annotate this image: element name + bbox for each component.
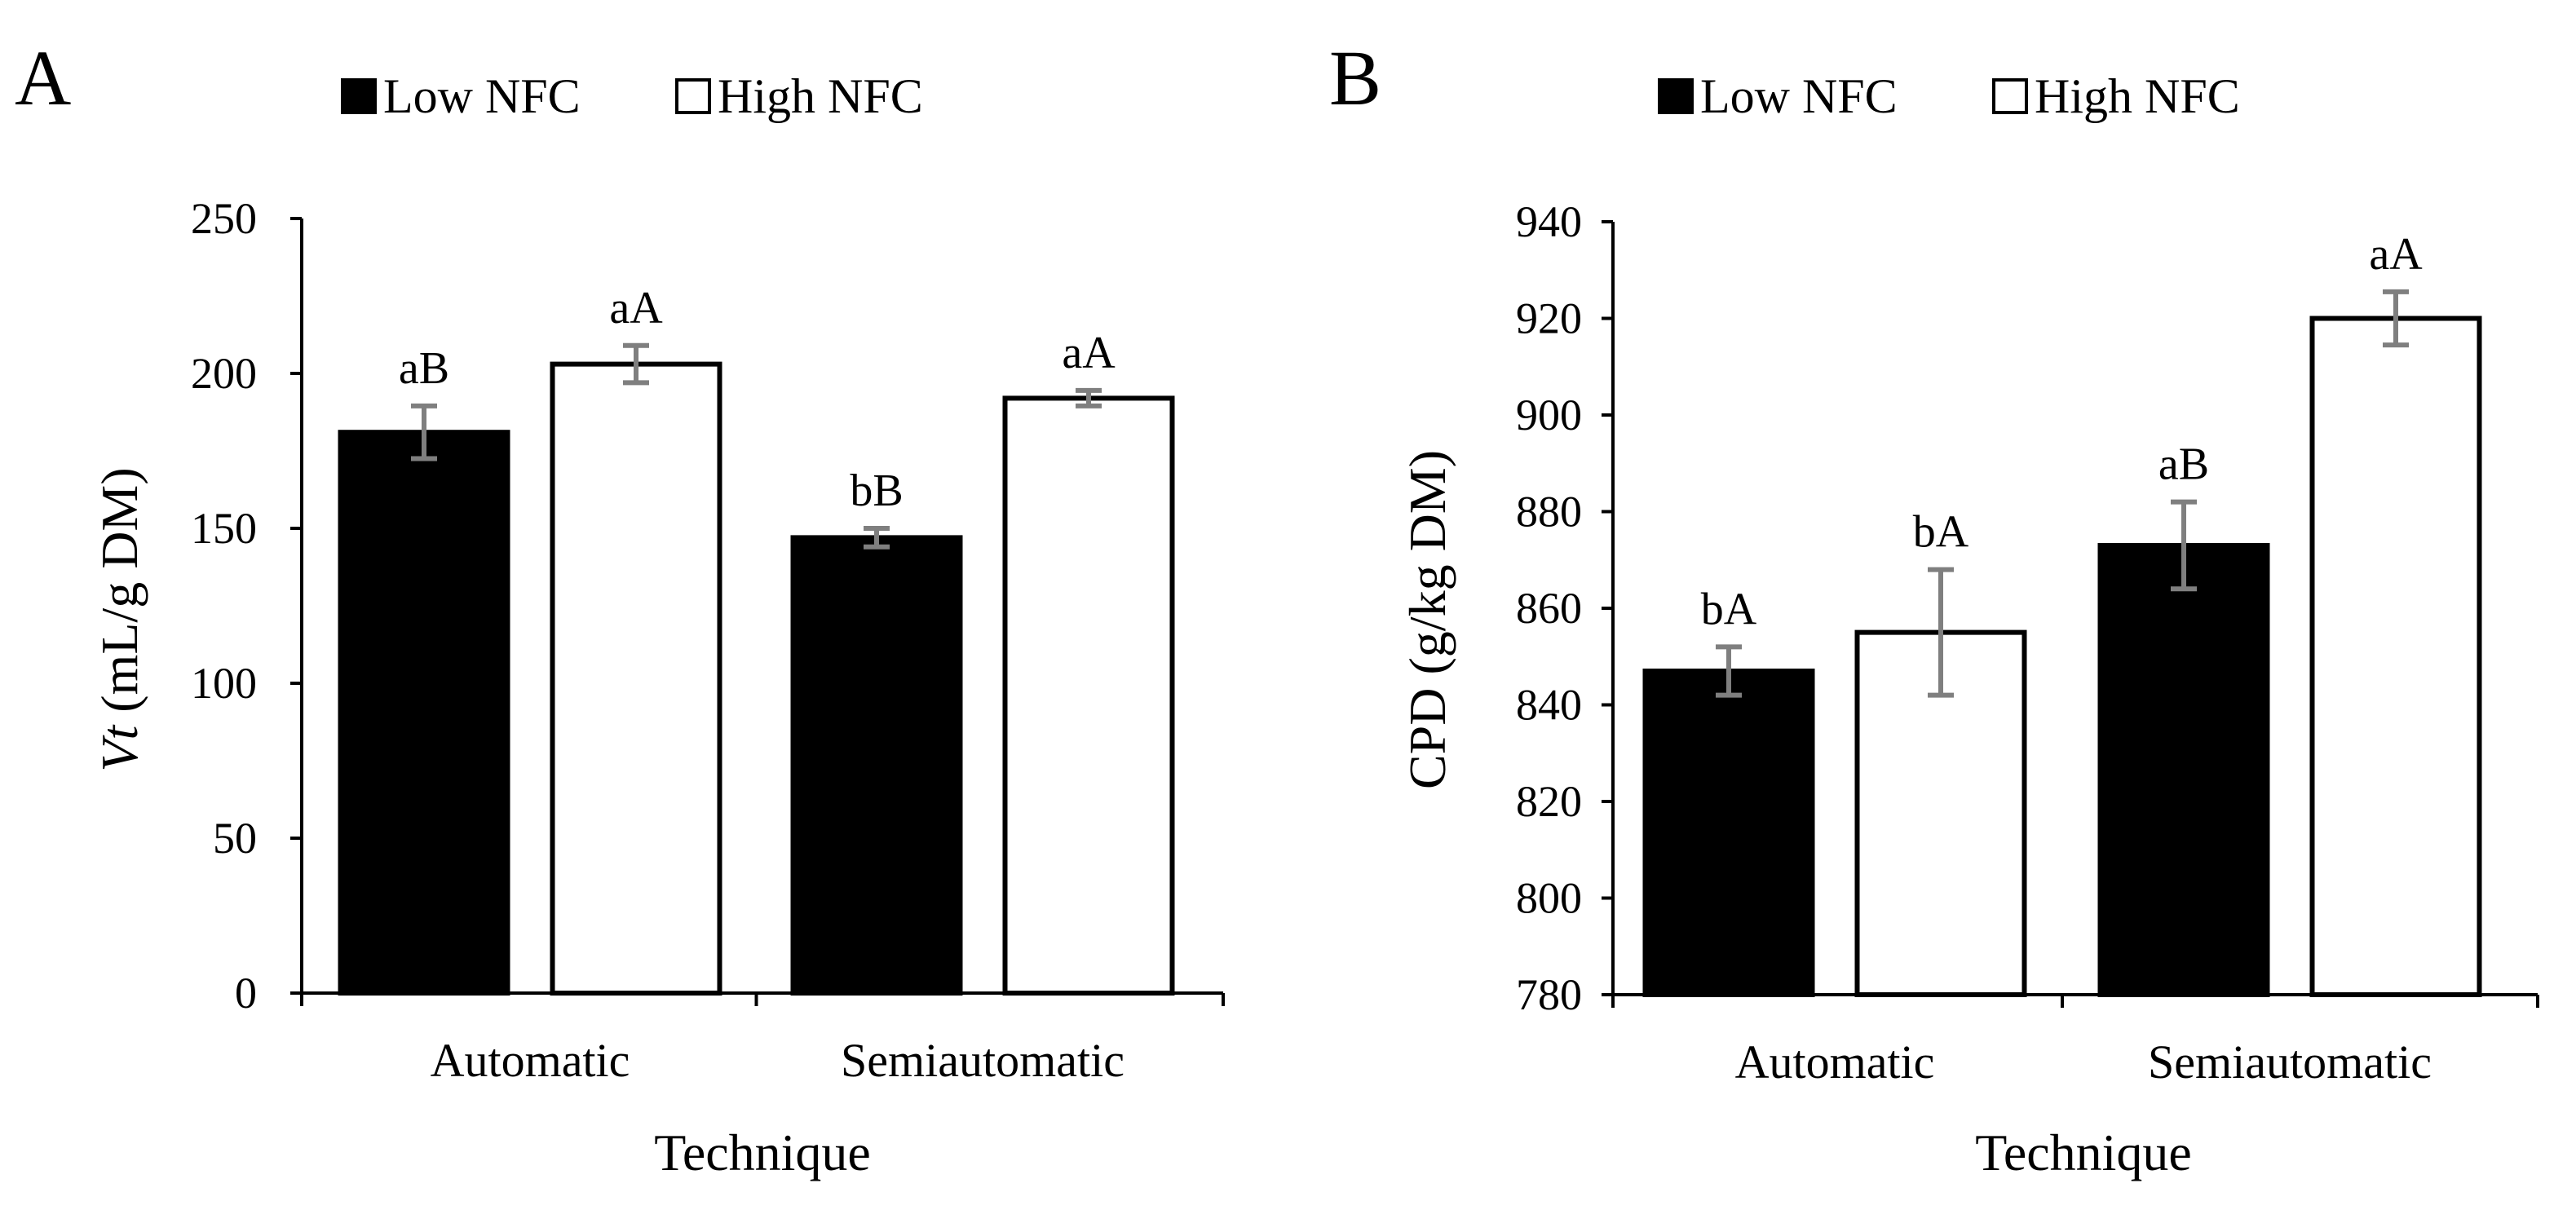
chart-panel-b: B Low NFC High NFC 780 800 820 840 860 880 900… xyxy=(1329,34,2539,1181)
legend-label-low-nfc-b: Low NFC xyxy=(1700,69,1898,123)
bar-b-high-nfc-semiautomatic xyxy=(2309,316,2482,997)
bar-a-low-nfc-automatic xyxy=(338,430,510,996)
significance-label-b-1-0: bA xyxy=(1913,507,1969,558)
legend-swatch-high-nfc-b xyxy=(1992,78,2028,114)
significance-label-a-0-1: bB xyxy=(850,466,903,516)
chart-panel-a: A Low NFC High NFC 0 50 100 150 200 250 Automa… xyxy=(15,34,1225,1181)
y-tick-label-b-800: 800 xyxy=(1516,874,1582,923)
x-axis-label-b: Technique xyxy=(1975,1124,2192,1181)
significance-label-b-1-1: aA xyxy=(2369,229,2423,280)
legend-swatch-low-nfc-a xyxy=(341,78,377,114)
y-tick-label-b-840: 840 xyxy=(1516,681,1582,730)
x-axis-label-a: Technique xyxy=(654,1124,871,1181)
panel-letter-b: B xyxy=(1329,34,1381,121)
y-axis-label-a: Vt (mL/g DM) xyxy=(91,467,148,771)
bar-a-high-nfc-semiautomatic xyxy=(1002,395,1175,996)
bar-b-low-nfc-automatic xyxy=(1642,669,1815,998)
legend-label-low-nfc-a: Low NFC xyxy=(383,69,581,123)
y-tick-label-a-0: 0 xyxy=(235,969,257,1018)
y-axis-label-b: CPD (g/kg DM) xyxy=(1398,450,1456,789)
significance-label-a-0-0: aB xyxy=(399,343,449,394)
x-category-label-b-1: Semiautomatic xyxy=(2148,1035,2432,1088)
y-tick-label-a-250: 250 xyxy=(191,194,257,243)
legend-swatch-low-nfc-b xyxy=(1658,78,1694,114)
y-tick-label-b-820: 820 xyxy=(1516,777,1582,826)
significance-label-b-0-1: aB xyxy=(2158,439,2209,490)
x-category-label-a-1: Semiautomatic xyxy=(841,1034,1125,1087)
plot-area-a: 0 50 100 150 200 250 Automatic Semiautomatic aB a… xyxy=(191,194,1225,1087)
y-tick-label-a-200: 200 xyxy=(191,349,257,398)
significance-label-b-0-0: bA xyxy=(1701,584,1757,634)
plot-area-b: 780 800 820 840 860 880 900 920 940 Automatic Semi… xyxy=(1516,197,2539,1088)
legend-label-high-nfc-a: High NFC xyxy=(718,69,923,123)
y-tick-label-b-880: 880 xyxy=(1516,488,1582,536)
x-category-label-b-0: Automatic xyxy=(1735,1035,1935,1088)
bar-a-high-nfc-automatic xyxy=(550,361,722,996)
y-tick-label-b-900: 900 xyxy=(1516,391,1582,439)
panel-letter-a: A xyxy=(15,34,71,121)
y-tick-label-a-100: 100 xyxy=(191,659,257,708)
y-tick-label-b-780: 780 xyxy=(1516,970,1582,1019)
x-category-label-a-0: Automatic xyxy=(431,1034,630,1087)
legend-label-high-nfc-b: High NFC xyxy=(2035,69,2240,123)
y-tick-label-b-940: 940 xyxy=(1516,197,1582,246)
y-axis-label-a-units: (mL/g DM) xyxy=(91,467,148,725)
y-tick-label-a-50: 50 xyxy=(213,814,257,863)
bar-b-low-nfc-semiautomatic xyxy=(2097,542,2270,997)
y-tick-label-b-860: 860 xyxy=(1516,584,1582,633)
significance-label-a-1-0: aA xyxy=(609,283,663,333)
y-tick-label-a-150: 150 xyxy=(191,504,257,553)
y-tick-label-b-920: 920 xyxy=(1516,294,1582,343)
bar-a-low-nfc-semiautomatic xyxy=(790,535,963,996)
y-axis-label-a-italic: Vt xyxy=(91,724,148,772)
significance-label-a-1-1: aA xyxy=(1062,328,1116,378)
legend-swatch-high-nfc-a xyxy=(675,78,711,114)
